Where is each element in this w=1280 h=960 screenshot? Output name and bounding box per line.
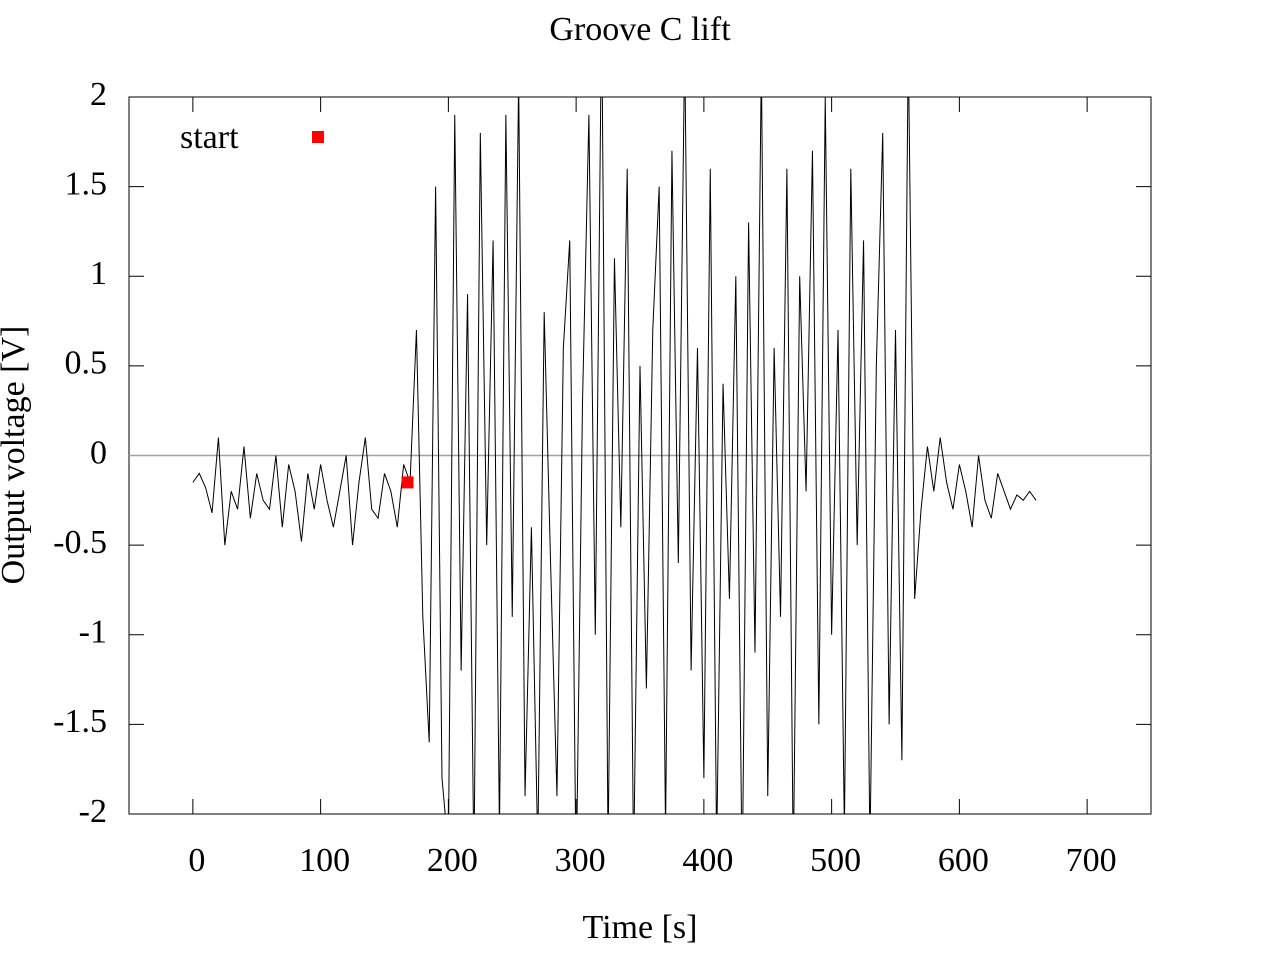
y-tick-label: 2 [90,76,107,113]
x-tick-label: 200 [427,842,478,879]
x-tick-label: 100 [299,842,350,879]
y-tick-label: -2 [79,793,107,830]
x-tick-label: 600 [938,842,989,879]
x-tick-label: 500 [810,842,861,879]
x-tick-label: 0 [188,842,205,879]
y-tick-label: -1 [79,614,107,651]
legend-marker [312,131,324,143]
legend-label: start [180,119,239,156]
y-tick-label: 1.5 [65,165,108,202]
y-tick-label: 0.5 [65,345,108,382]
y-tick-label: 0 [90,434,107,471]
y-tick-label: -1.5 [53,703,107,740]
y-tick-label: 1 [90,255,107,292]
y-axis-label: Output voltage [V] [0,326,32,585]
x-tick-label: 400 [682,842,733,879]
chart-title: Groove C lift [549,11,731,48]
data-line [192,97,1037,814]
x-axis-label: Time [s] [583,909,698,946]
data-point [401,476,414,489]
x-tick-label: 700 [1066,842,1117,879]
x-tick-label: 300 [555,842,606,879]
y-tick-label: -0.5 [53,524,107,561]
